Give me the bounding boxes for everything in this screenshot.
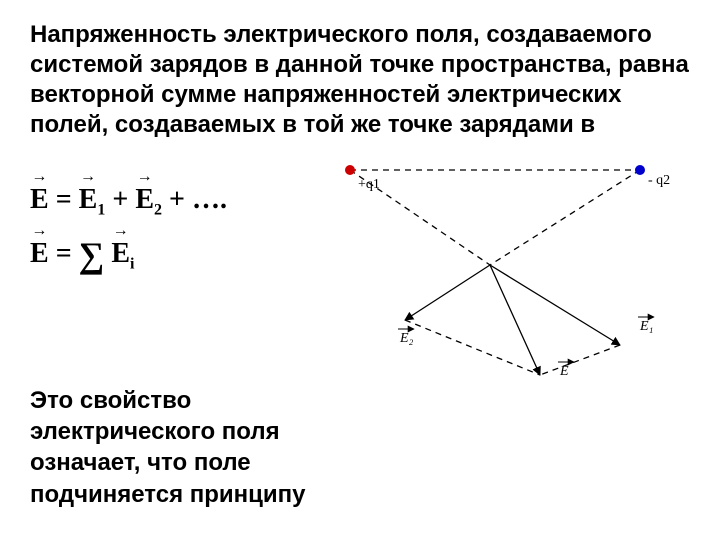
definition-text: Напряженность электрического поля, созда… (30, 20, 690, 140)
formula-line-1: E = E1 + E2 + …. (30, 180, 290, 220)
svg-text:+q1: +q1 (358, 177, 380, 192)
svg-text:- q2: - q2 (648, 173, 670, 188)
vector-diagram: +q1 - q2 E₁ E₂ E (290, 150, 690, 385)
svg-text:E: E (559, 364, 569, 379)
svg-text:E₂: E₂ (399, 331, 414, 346)
property-text: Это свойство электрического поля означае… (30, 385, 690, 518)
formulas-block: E = E1 + E2 + …. E = ∑ Ei (30, 150, 290, 287)
formula-line-2: E = ∑ Ei (30, 234, 290, 274)
svg-text:E₁: E₁ (639, 319, 653, 334)
